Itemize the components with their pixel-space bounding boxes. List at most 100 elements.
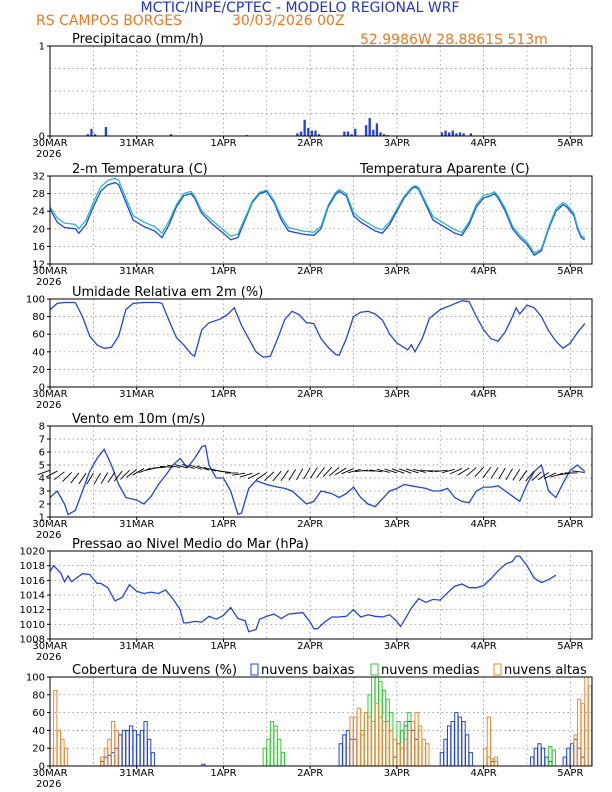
precip-bar [93, 134, 97, 136]
x-tick-label: 4APR [471, 641, 497, 652]
precip-bar [104, 127, 108, 136]
clouds-title: Cobertura de Nuvens (%) [72, 663, 237, 678]
y-tick-label: 60 [32, 708, 45, 719]
clouds-bar [587, 685, 593, 767]
clouds-bar [360, 734, 365, 767]
x-tick-label: 31MAR [119, 389, 154, 400]
wind-arrow [174, 464, 188, 469]
wind-arrow [543, 472, 557, 480]
temp-panel: 12 16 20 24 28 32 30MAR 31MAR 1APR 2APR 3APR 4APR 5A… [32, 162, 593, 288]
temp-line-1 [49, 177, 586, 254]
clouds-bar [63, 747, 69, 767]
legend-swatch [493, 663, 502, 676]
clouds-bar [465, 734, 470, 767]
y-tick-label: 8 [39, 422, 45, 433]
clouds-bar [262, 747, 267, 767]
y-tick-label: 20 [32, 744, 45, 755]
clouds-bar [378, 716, 383, 767]
x-tick-label: 5APR [557, 641, 583, 652]
clouds-bar [566, 747, 571, 767]
x-tick-label: 3APR [384, 389, 410, 400]
wind-arrow [239, 472, 253, 478]
clouds-bar [537, 743, 542, 767]
wind-arrow [189, 464, 202, 470]
wind-arrow [519, 469, 528, 482]
y-tick-label: 1008 [20, 635, 45, 646]
x-tick-label: 31MAR [119, 641, 154, 652]
clouds-bar [374, 703, 379, 767]
precip-bar [303, 119, 306, 136]
y-tick-label: 5 [39, 461, 45, 472]
x-tick-label: 1APR [210, 768, 236, 779]
clouds-bar [418, 725, 423, 767]
x-year-label: 2026 [36, 779, 61, 790]
y-tick-label: 100 [26, 673, 45, 684]
temp-title: 2-m Temperatura (C) [72, 162, 208, 177]
clouds-bar [367, 716, 372, 767]
wind-arrow [232, 472, 246, 476]
wind-arrow [537, 472, 549, 481]
clouds-bar [128, 725, 134, 767]
precip-bar [314, 130, 317, 136]
wind-arrow [571, 470, 585, 473]
precip-panel: 0 1 30MAR 31MAR 1APR 2APR 3APR 4APR 5APR 2026 Prec… [32, 32, 593, 160]
y-tick-label: 3 [39, 487, 45, 498]
clouds-bar [53, 689, 58, 767]
wind-arrow [376, 468, 390, 473]
clouds-bar [107, 738, 112, 767]
precip-bar [343, 131, 346, 136]
wind-arrow [512, 469, 521, 481]
wind-arrow [264, 471, 275, 481]
wind-arrow [420, 469, 434, 473]
y-tick-label: 16 [32, 242, 45, 253]
precip-bar [375, 123, 379, 136]
x-tick-label: 5APR [557, 519, 583, 530]
clouds-bar [363, 712, 369, 767]
wind-arrow [413, 468, 426, 473]
legend-swatch [370, 663, 379, 676]
x-tick-label: 2APR [297, 768, 323, 779]
wind-arrow [247, 472, 260, 480]
wind-arrow [498, 467, 506, 480]
clouds-bar [356, 707, 361, 767]
x-tick-label: 5APR [557, 389, 583, 400]
wind-arrow [37, 469, 51, 476]
wind-arrow [196, 465, 210, 471]
wind-arrow [86, 472, 94, 485]
header-location: RS CAMPOS BORGES [36, 13, 182, 29]
clouds-bar [60, 738, 65, 767]
pressure-panel: 1008 1010 1012 1014 1016 1018 1020 30MAR 31MAR 1A… [20, 537, 593, 663]
precip-bar [169, 134, 173, 136]
precip-bar [364, 125, 368, 136]
wind-arrow [280, 469, 289, 482]
y-tick-label: 80 [32, 312, 45, 323]
precip-bar [382, 134, 386, 136]
x-tick-label: 5APR [557, 266, 583, 277]
pressure-title: Pressao ao Nivel Medio do Mar (hPa) [72, 537, 309, 552]
header-coords: 52.9986W 28.8861S 513m [360, 32, 548, 48]
wind-arrow [93, 472, 101, 485]
y-tick-label: 2 [39, 500, 45, 511]
wind-arrow [384, 468, 398, 474]
wind-arrow [126, 468, 137, 478]
x-tick-label: 3APR [384, 641, 410, 652]
legend-label: nuvens altas [504, 663, 587, 678]
clouds-bar [277, 738, 282, 767]
legend-label: nuvens medias [381, 663, 480, 678]
clouds-bar [551, 749, 557, 767]
wind-arrow [369, 469, 383, 473]
clouds-bar [121, 729, 127, 767]
x-tick-label: 5APR [557, 138, 583, 149]
x-tick-label: 4APR [471, 138, 497, 149]
y-tick-label: 1018 [20, 561, 45, 572]
wind-arrow [288, 469, 297, 481]
y-tick-label: 1014 [20, 591, 45, 602]
precip-bar [440, 132, 444, 136]
precip-bar [90, 128, 93, 136]
clouds-bar [381, 721, 387, 767]
clouds-bar [338, 743, 343, 767]
x-tick-label: 1APR [210, 641, 236, 652]
wind-arrow [100, 472, 109, 484]
wind-arrow [272, 470, 282, 482]
wind-title: Vento em 10m (m/s) [72, 412, 205, 427]
